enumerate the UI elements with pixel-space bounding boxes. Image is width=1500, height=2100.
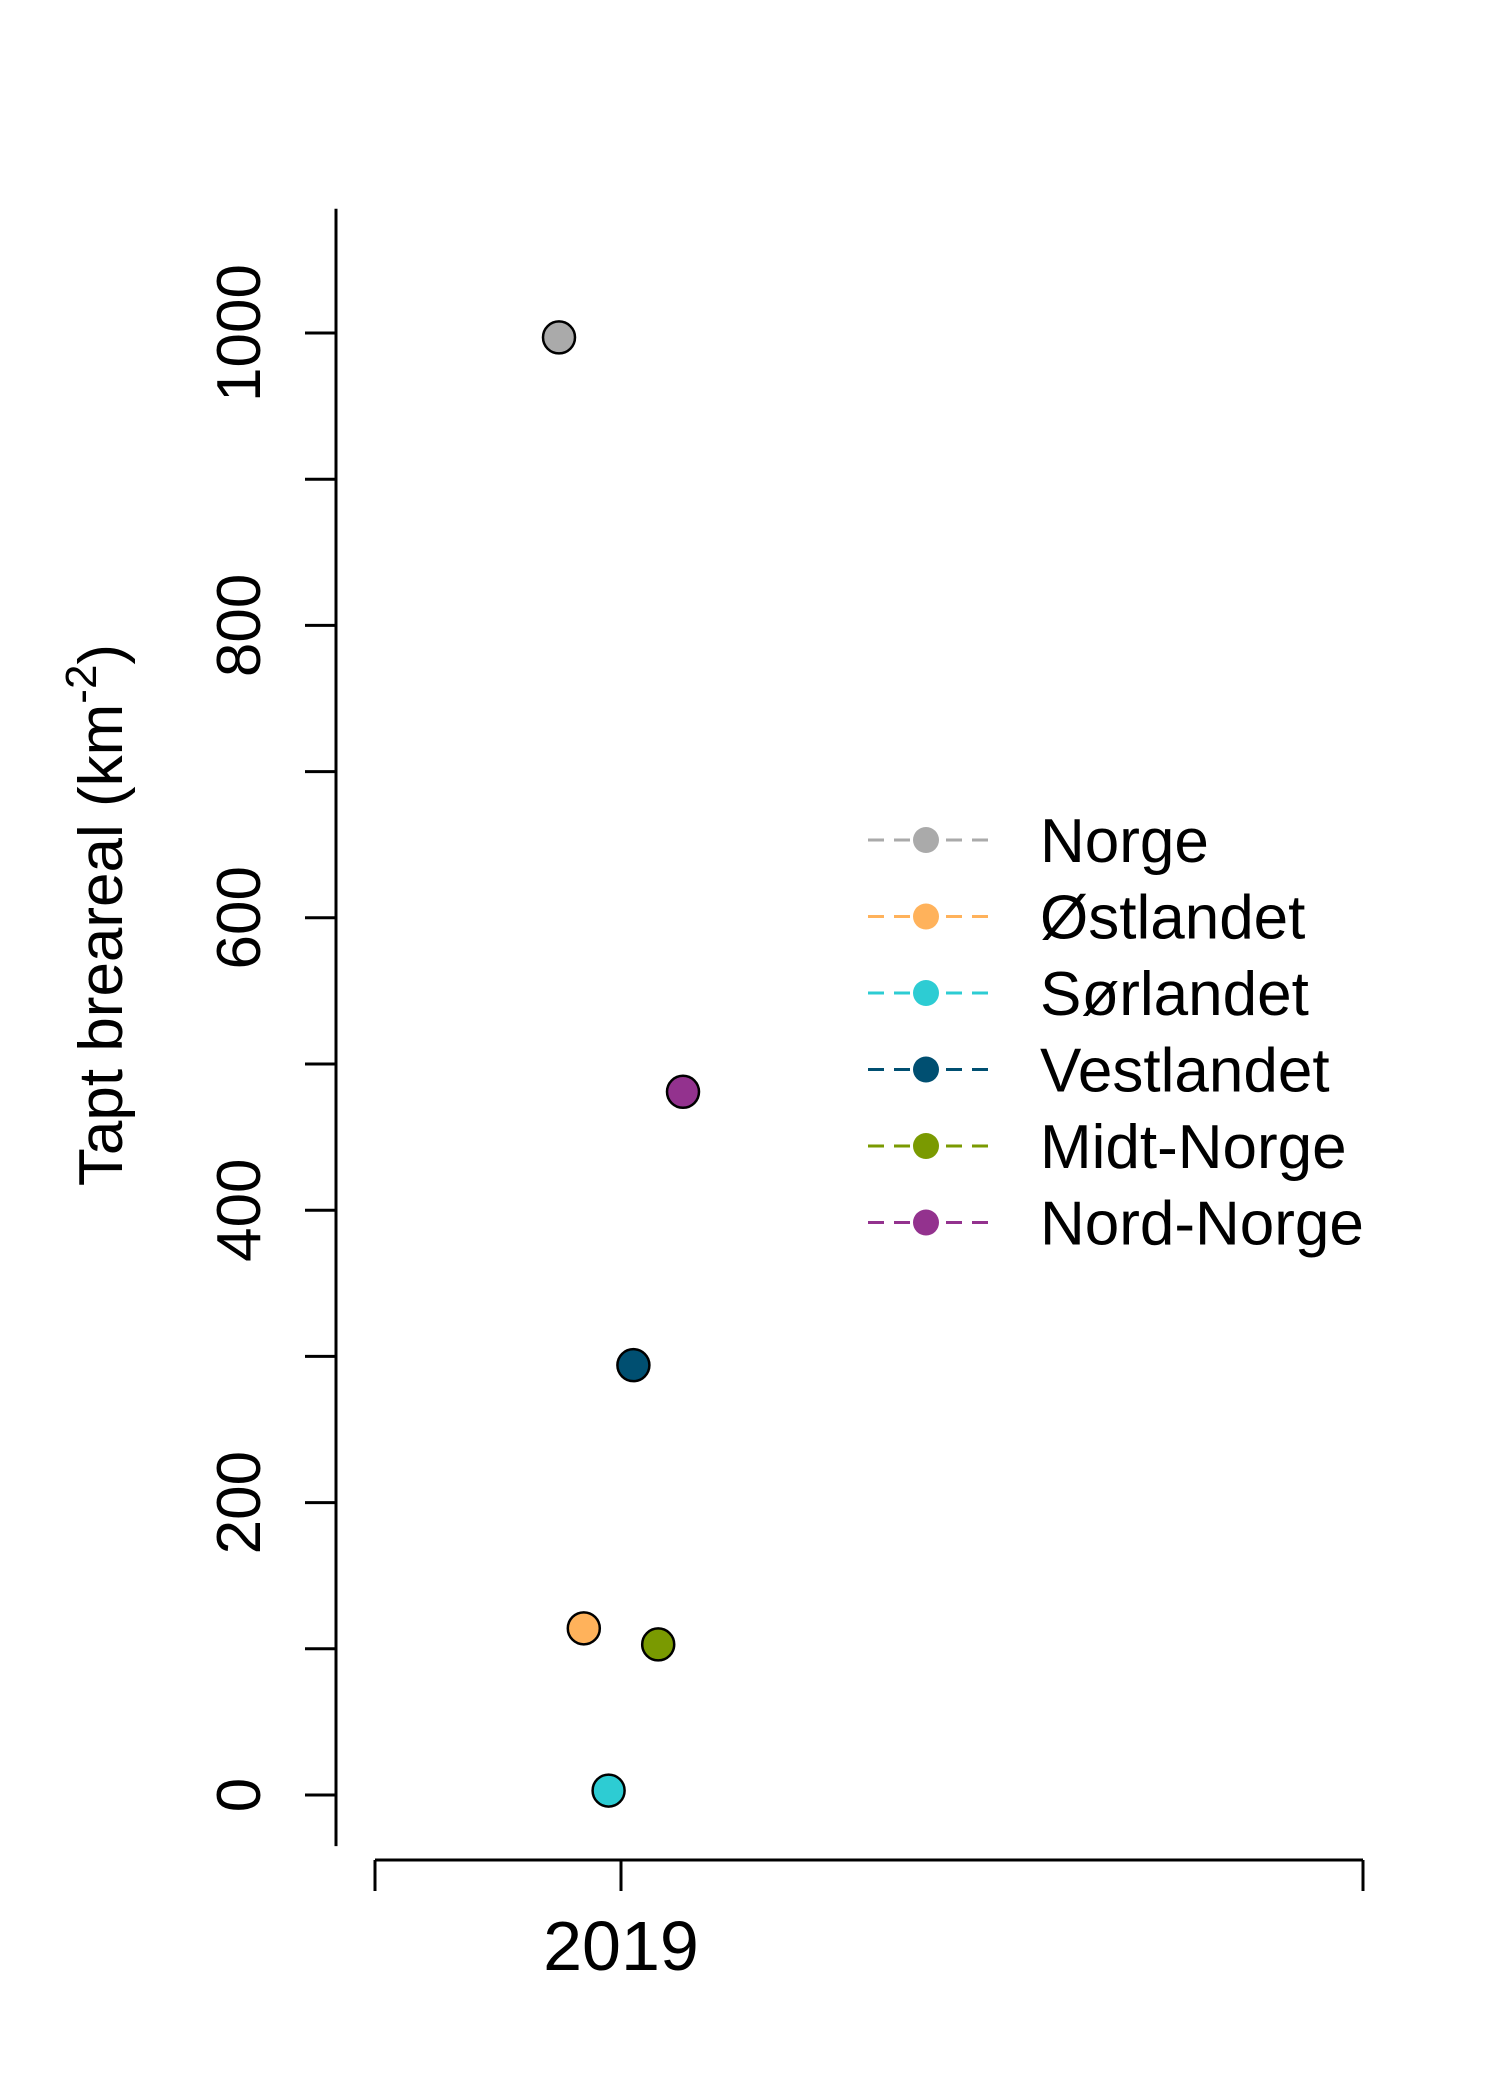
y-axis: 0 200 400 600 800 1000: [205, 208, 338, 1847]
y-tick-label: 600: [205, 866, 274, 969]
legend-label: Sørlandet: [1040, 960, 1309, 1029]
y-tick-label: 0: [205, 1778, 274, 1812]
point--stlandet: [566, 1611, 602, 1646]
legend-label: Østlandet: [1040, 884, 1305, 953]
point-norge: [541, 320, 577, 355]
point-midt-norge: [640, 1627, 676, 1662]
legend-label: Midt-Norge: [1040, 1113, 1347, 1182]
legend-label: Vestlandet: [1040, 1037, 1330, 1106]
legend-marker: [913, 1056, 939, 1083]
point-s-rlandet: [591, 1773, 626, 1808]
legend-marker: [913, 980, 939, 1006]
legend-marker: [913, 903, 939, 930]
y-tick-label: 400: [205, 1158, 274, 1261]
x-axis: 2019: [373, 1858, 1365, 1985]
y-tick-label: 1000: [205, 264, 274, 402]
y-tick-label: 200: [205, 1451, 274, 1554]
point-nord-norge: [665, 1074, 701, 1110]
x-tick-label: 2019: [543, 1907, 699, 1985]
data-points: [541, 320, 701, 1808]
legend-marker: [913, 1133, 939, 1159]
legend-marker: [913, 1209, 939, 1236]
legend: Norge Østlandet Sørlandet Vestlandet Midt-No…: [868, 807, 1364, 1259]
legend-label: Nord-Norge: [1040, 1190, 1364, 1259]
point-vestlandet: [616, 1347, 651, 1383]
y-tick-label: 800: [205, 574, 274, 677]
legend-label: Norge: [1040, 807, 1209, 876]
y-axis-label: Tapt breareal (km-2): [57, 644, 136, 1186]
legend-marker: [913, 827, 939, 853]
